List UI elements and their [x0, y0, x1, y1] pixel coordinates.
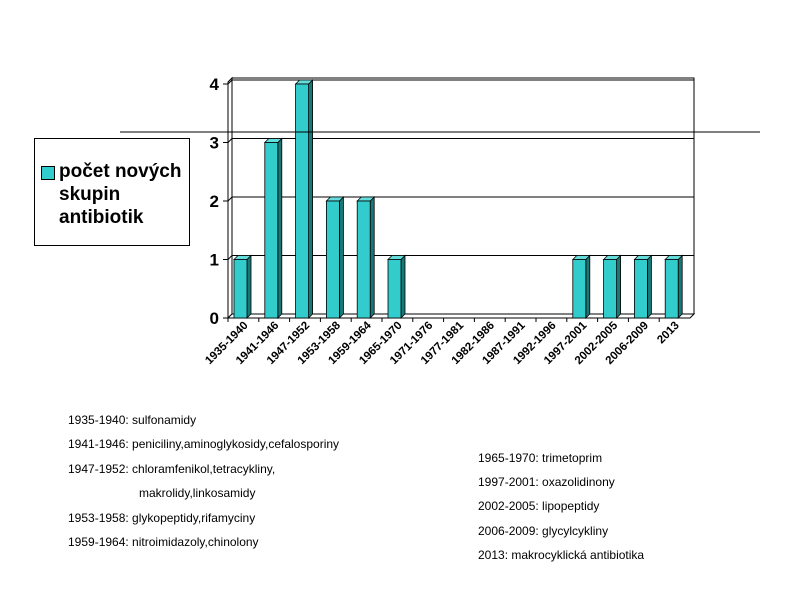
bar-side [369, 196, 375, 319]
bar [571, 254, 591, 319]
y-tick-label: 3 [210, 134, 219, 153]
bar-side [616, 254, 621, 319]
gridline-wall [227, 255, 233, 260]
bar-side [400, 254, 406, 319]
bar [263, 137, 283, 319]
note-line: 1997-2001: oxazolidinony [478, 475, 615, 490]
note-line: 1935-1940: sulfonamidy [68, 413, 197, 427]
legend-label: počet nových skupin antibiotik [59, 161, 182, 228]
note-line: 1947-1952: chloramfenikol,tetracykliny, [68, 461, 276, 476]
note-line: 2013: makrocyklická antibiotika [478, 547, 645, 562]
bar [387, 254, 406, 319]
bar [602, 254, 622, 319]
y-tick-label: 4 [210, 75, 220, 94]
bar-front [233, 259, 248, 319]
note-line: 1959-1964: nitroimidazoly,chinolony [68, 535, 259, 549]
bar [294, 79, 314, 319]
gridline-wall [227, 196, 233, 202]
bar-front [603, 259, 617, 319]
bar [233, 254, 252, 319]
gridline-wall [227, 138, 233, 143]
bar-front [356, 200, 371, 319]
gridline-wall [227, 79, 233, 85]
bar [664, 254, 684, 319]
bar-side [585, 254, 591, 319]
bar-side [277, 137, 283, 319]
chart-bars [233, 79, 684, 319]
bar-front [634, 259, 648, 319]
chart-grid [223, 76, 696, 322]
bar-side [677, 254, 683, 319]
note-line: 2006-2009: glycylcykliny [478, 523, 609, 538]
y-tick-label: 1 [210, 251, 219, 270]
bar-side [246, 254, 252, 319]
bar [356, 196, 376, 319]
chart-legend: počet nových skupin antibiotik [34, 138, 190, 246]
note-line: 1941-1946: peniciliny,aminoglykosidy,cef… [68, 437, 340, 452]
y-axis-tick-labels: 0 1 2 3 4 [210, 75, 220, 328]
bar-front [325, 200, 340, 319]
bar [633, 254, 653, 319]
legend-swatch [41, 166, 55, 180]
bar-front [264, 142, 279, 319]
bar-front [664, 259, 679, 319]
y-tick-label: 2 [210, 192, 219, 211]
bar-front [572, 259, 587, 319]
bar-front [387, 259, 402, 319]
note-line: 2002-2005: lipopeptidy [478, 499, 600, 514]
bar-side [647, 254, 652, 319]
bar [325, 196, 345, 319]
bar-front [295, 83, 310, 319]
note-line: 1965-1970: trimetoprim [478, 451, 603, 465]
bar-side [338, 196, 344, 319]
x-tick-label: 2013 [655, 320, 682, 347]
bar-side [308, 79, 314, 319]
note-line: 1953-1958: glykopeptidy,rifamyciny [68, 510, 256, 525]
x-axis-tick-labels: 1935-19401941-19461947-19521953-19581959… [203, 319, 682, 367]
note-line: makrolidy,linkosamidy [139, 486, 256, 501]
y-tick-label: 0 [210, 309, 219, 328]
